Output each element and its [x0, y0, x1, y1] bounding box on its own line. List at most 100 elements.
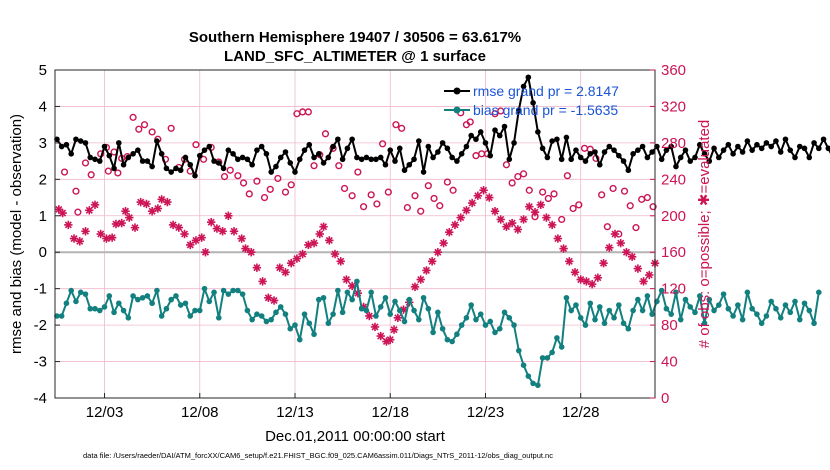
series-point-bias: [439, 325, 446, 332]
series-point-rmse: [758, 145, 765, 152]
series-point-rmse: [530, 100, 536, 106]
series-point-bias: [225, 291, 232, 297]
series-point-rmse: [130, 151, 136, 157]
x-tick-label: 12/18: [371, 404, 409, 421]
series-point-bias: [211, 289, 217, 296]
obs-evaluated-marker: [393, 313, 403, 323]
legend-bias-label: bias grand pr = -1.5635: [473, 102, 618, 118]
y-left-tick-label: 4: [39, 98, 47, 115]
series-point-rmse: [411, 156, 417, 163]
series-point-bias: [473, 316, 479, 323]
series-point-bias: [316, 296, 322, 303]
series-point-bias: [330, 311, 336, 317]
series-point-bias: [530, 380, 536, 387]
obs-evaluated-marker: [422, 266, 431, 275]
series-point-rmse: [511, 140, 517, 146]
obs-evaluated-marker: [58, 208, 67, 218]
series-point-bias: [401, 318, 408, 325]
obs-evaluated-marker: [553, 234, 563, 243]
series-point-rmse: [154, 138, 160, 144]
legend: rmse grand pr = 2.8147 bias grand pr = -…: [444, 83, 619, 118]
obs-possible-marker: [135, 125, 143, 133]
obs-evaluated-stroke: [207, 218, 215, 226]
series-point-rmse: [458, 151, 465, 157]
obs-possible-marker: [129, 113, 137, 121]
series-point-bias: [549, 349, 555, 356]
series-point-bias: [644, 293, 651, 299]
obs-possible-marker: [373, 200, 381, 208]
series-point-rmse: [406, 161, 413, 168]
series-point-bias: [339, 309, 346, 316]
obs-evaluated-marker: [622, 248, 631, 257]
series-point-rmse: [316, 151, 322, 157]
obs-evaluated-stroke: [571, 268, 579, 276]
obs-evaluated-stroke: [293, 255, 301, 263]
series-point-rmse: [558, 156, 565, 163]
obs-evaluated-stroke: [468, 199, 476, 207]
obs-evaluated-stroke: [55, 205, 63, 213]
series-point-bias: [116, 300, 122, 307]
obs-evaluated-marker: [416, 275, 425, 284]
obs-evaluated-stroke: [582, 277, 590, 285]
series-point-rmse: [639, 143, 646, 150]
series-point-rmse: [116, 140, 122, 146]
obs-evaluated-marker: [462, 206, 471, 215]
series-point-rmse: [682, 147, 689, 153]
obs-evaluated-stroke: [485, 194, 493, 202]
obs-evaluated-marker: [111, 219, 121, 229]
obs-evaluated-stroke: [542, 214, 550, 222]
series-point-bias: [577, 315, 584, 321]
series-point-rmse: [239, 154, 246, 161]
obs-evaluated-stroke: [417, 276, 425, 284]
obs-possible-marker: [632, 224, 640, 232]
series-point-bias: [687, 304, 694, 310]
obs-evaluated-stroke: [537, 201, 545, 209]
series-point-bias: [63, 300, 70, 307]
series-point-rmse: [387, 147, 394, 153]
obs-evaluated-marker: [125, 213, 134, 222]
obs-possible-marker: [466, 118, 474, 126]
series-point-rmse: [501, 123, 508, 130]
series-point-rmse: [811, 140, 817, 146]
series-point-bias: [649, 311, 655, 317]
series-point-rmse: [273, 163, 279, 170]
series-point-rmse: [568, 156, 574, 163]
obs-possible-marker: [220, 173, 229, 181]
obs-evaluated-marker: [496, 215, 505, 224]
series-point-rmse: [63, 141, 70, 148]
series-point-bias: [249, 316, 255, 323]
series-point-bias: [554, 335, 560, 341]
series-point-rmse: [187, 161, 194, 168]
obs-possible-marker: [74, 208, 82, 216]
series-point-rmse: [211, 158, 217, 164]
series-point-rmse: [577, 154, 584, 161]
obs-possible-marker: [335, 162, 343, 170]
series-point-rmse: [825, 145, 830, 152]
x-tick-label: 12/13: [276, 404, 314, 421]
obs-evaluated-marker: [433, 248, 443, 257]
obs-evaluated-marker: [153, 204, 163, 213]
series-point-bias: [511, 322, 517, 328]
series-point-bias: [482, 322, 489, 328]
series-point-bias: [358, 305, 365, 312]
series-point-rmse: [744, 138, 751, 144]
obs-evaluated-marker: [325, 236, 334, 245]
series-point-bias: [754, 311, 760, 317]
obs-evaluated-stroke: [411, 283, 419, 291]
obs-evaluated-stroke: [320, 223, 328, 231]
obs-evaluated-stroke: [102, 235, 110, 243]
series-point-bias: [463, 315, 470, 321]
obs-evaluated-marker: [633, 264, 643, 273]
obs-evaluated-marker: [599, 258, 608, 268]
obs-evaluated-stroke: [502, 223, 510, 231]
obs-possible-marker: [310, 162, 318, 170]
series-point-rmse: [654, 143, 660, 150]
obs-possible-marker: [626, 202, 634, 210]
obs-evaluated-marker: [593, 273, 603, 282]
series-point-rmse: [539, 145, 546, 152]
series-point-bias: [630, 307, 636, 314]
series-point-rmse: [763, 140, 770, 146]
series-point-bias: [506, 315, 513, 321]
obs-evaluated-stroke: [337, 257, 345, 265]
